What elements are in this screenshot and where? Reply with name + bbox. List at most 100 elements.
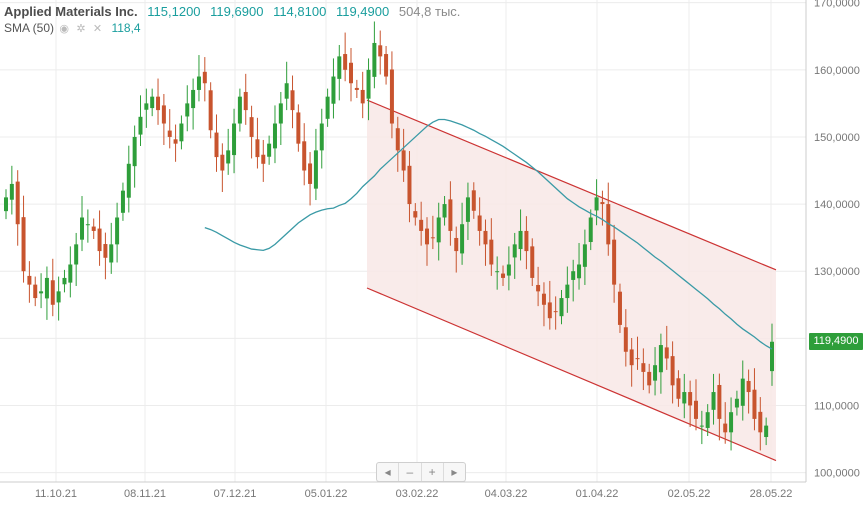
low-value: 114,8100 [273, 4, 327, 19]
candle-body [173, 139, 178, 144]
candle-body [249, 117, 254, 137]
candle-body [425, 228, 430, 245]
candle-body [115, 217, 120, 245]
candle-body [430, 237, 435, 239]
x-tick-label: 04.03.22 [485, 488, 528, 500]
candle-body [150, 96, 155, 109]
close-value: 119,4900 [335, 4, 390, 19]
y-tick-label: 170,0000 [814, 0, 860, 10]
candle-body [167, 130, 172, 137]
candle-body [243, 91, 248, 111]
candle-body [536, 284, 541, 292]
candle-body [325, 96, 330, 119]
candle-body [705, 412, 710, 428]
candle-body [214, 132, 219, 158]
candle-body [255, 139, 260, 158]
last-price-tag: 119,4900 [809, 333, 863, 350]
candle-body [196, 76, 201, 90]
candle-body [62, 277, 67, 285]
candle-body [208, 90, 213, 131]
candle-body [9, 183, 14, 200]
candle-body [524, 230, 529, 252]
scroll-right-button[interactable]: ▸ [451, 465, 458, 479]
x-tick-label: 03.02.22 [396, 488, 439, 500]
candle-body [126, 163, 131, 198]
candle-body [138, 116, 143, 135]
candle-body [653, 365, 658, 381]
candle-body [442, 204, 447, 218]
candle-body [688, 392, 693, 406]
candle-body [144, 103, 149, 110]
candle-body [202, 71, 207, 84]
candle-body [232, 123, 237, 156]
candle-body [27, 275, 32, 285]
close-icon[interactable]: ✕ [92, 23, 103, 35]
candle-body [74, 244, 79, 265]
gear-icon[interactable]: ✲ [76, 23, 86, 35]
candle-body [670, 356, 675, 386]
candle-body [15, 181, 20, 225]
candle-body [132, 136, 137, 167]
candle-body [664, 347, 669, 359]
candle-body [471, 190, 476, 211]
candle-body [302, 141, 307, 171]
candle-body [448, 199, 453, 231]
candle-body [559, 298, 564, 317]
candle-body [372, 42, 377, 77]
sma-value: 118,4 [111, 21, 141, 35]
chart-legend: Applied Materials Inc. 115,1200 119,6900… [4, 4, 460, 19]
zoom-out-button[interactable]: – [399, 463, 422, 481]
candle-body [594, 197, 599, 211]
candle-body [553, 311, 558, 313]
candle-body [764, 425, 769, 438]
indicator-legend: SMA (50) ◉ ✲ ✕ 118,4 [4, 21, 141, 35]
candle-body [33, 284, 38, 299]
candle-body [477, 215, 482, 231]
candle-body [635, 358, 640, 360]
candle-body [530, 246, 535, 278]
candle-body [641, 363, 646, 372]
candle-body [348, 62, 353, 84]
ticker-name: Applied Materials Inc. [4, 4, 138, 19]
candle-body [179, 123, 184, 142]
candle-body [161, 105, 166, 124]
x-tick-label: 28.05.22 [750, 488, 793, 500]
candle-body [156, 96, 161, 111]
channel-upper-line [366, 99, 777, 271]
y-tick-label: 140,0000 [814, 199, 860, 211]
candle-body [419, 219, 424, 231]
candle-body [21, 217, 26, 272]
candle-body [389, 69, 394, 124]
eye-icon[interactable]: ◉ [59, 23, 69, 35]
sma-line [204, 118, 773, 350]
candle-body [272, 123, 277, 149]
candle-body [91, 226, 96, 231]
volume-value: 504,8 тыс. [398, 4, 461, 19]
sma-label: SMA (50) [4, 21, 55, 35]
scroll-left-button[interactable]: ◂ [377, 463, 400, 481]
candle-body [465, 197, 470, 222]
candle-body [436, 217, 441, 243]
candle-body [185, 103, 190, 117]
candle-body [454, 237, 459, 252]
candle-body [44, 277, 49, 299]
candle-body [647, 371, 652, 386]
candle-body [50, 280, 55, 305]
candle-body [401, 150, 406, 171]
candle-body [547, 302, 552, 319]
y-tick-label: 150,0000 [814, 132, 860, 144]
candle-body [512, 244, 517, 258]
x-tick-label: 01.04.22 [576, 488, 619, 500]
candle-body [278, 103, 283, 124]
y-tick-label: 160,0000 [814, 65, 860, 77]
candle-body [284, 83, 289, 99]
open-value: 115,1200 [147, 4, 201, 19]
zoom-in-button[interactable]: + [422, 463, 444, 481]
candle-body [308, 163, 313, 184]
candle-body [711, 392, 716, 410]
candle-body [729, 412, 734, 433]
candle-body [56, 291, 61, 303]
candle-body [495, 271, 500, 273]
